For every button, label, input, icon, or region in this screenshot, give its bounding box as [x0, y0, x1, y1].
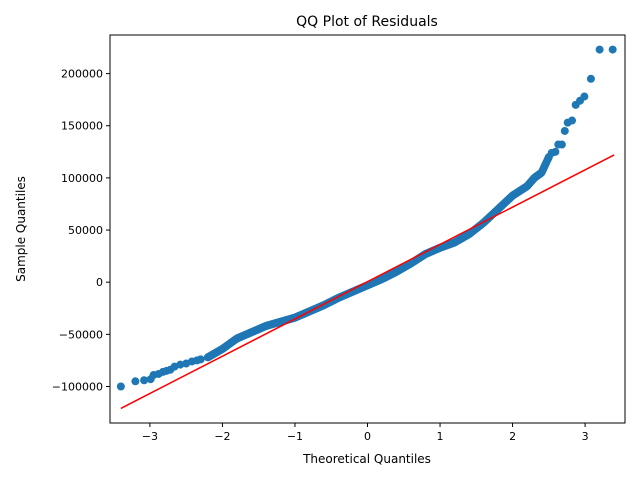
- x-tick-label: 1: [437, 430, 444, 443]
- data-point: [131, 377, 140, 386]
- y-axis-label: Sample Quantiles: [14, 176, 28, 282]
- chart-title: QQ Plot of Residuals: [296, 14, 438, 30]
- data-point: [554, 140, 563, 149]
- data-point: [116, 382, 125, 391]
- data-point: [544, 153, 553, 162]
- y-tick-label: 200000: [61, 68, 103, 81]
- scatter-points: [116, 45, 617, 391]
- data-point: [595, 45, 604, 54]
- data-point: [560, 126, 569, 135]
- data-point: [203, 353, 212, 362]
- x-tick-label: −2: [214, 430, 230, 443]
- x-tick-label: −3: [142, 430, 158, 443]
- reference-line-group: [120, 154, 615, 410]
- plot-area-frame: [109, 34, 626, 424]
- y-tick-label: 0: [96, 276, 103, 289]
- data-point: [563, 118, 572, 127]
- y-tick-label: 150000: [61, 120, 103, 133]
- reference-line: [120, 154, 615, 410]
- x-axis-ticks: −3 −2 −1 0 1 2 3: [142, 423, 589, 443]
- x-axis-label: Theoretical Quantiles: [302, 452, 431, 466]
- y-tick-label: −100000: [52, 380, 103, 393]
- data-point: [140, 376, 149, 385]
- x-tick-label: 2: [509, 430, 516, 443]
- x-tick-label: 0: [364, 430, 371, 443]
- y-tick-label: 100000: [61, 172, 103, 185]
- y-axis-ticks: −100000 −50000 0 50000 100000 150000 200000: [52, 68, 110, 393]
- data-point: [608, 45, 617, 54]
- data-point: [196, 355, 205, 364]
- x-tick-label: 3: [582, 430, 589, 443]
- data-point: [586, 74, 595, 83]
- y-tick-label: −50000: [59, 328, 103, 341]
- data-point: [571, 100, 580, 109]
- y-tick-label: 50000: [68, 224, 103, 237]
- x-tick-label: −1: [287, 430, 303, 443]
